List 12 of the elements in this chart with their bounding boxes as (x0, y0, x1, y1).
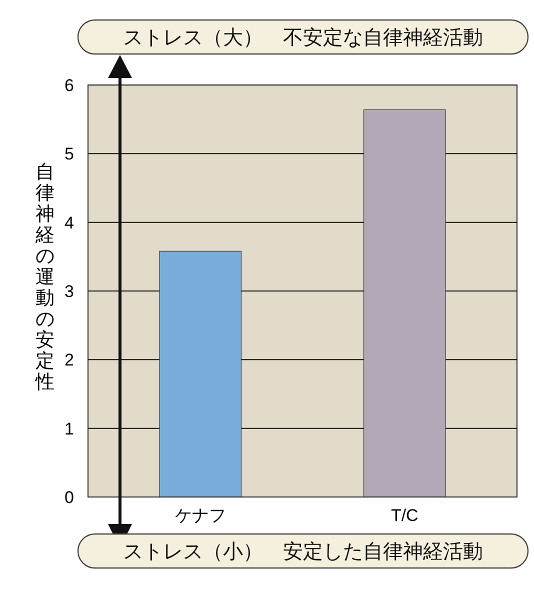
y-tick-label: 0 (64, 488, 74, 507)
text: ストレス（小） 安定した自律神経活動 (123, 541, 483, 563)
y-tick-label: 3 (64, 282, 74, 301)
chart-title: ストレス（大） 不安定な自律神経活動 (123, 27, 483, 49)
x-tick-label: ケナフ (174, 506, 226, 525)
y-tick-label: 2 (64, 350, 74, 370)
y-tick-label: 1 (64, 419, 74, 438)
y-tick-label: 6 (64, 76, 74, 95)
y-tick-label: 4 (64, 213, 74, 232)
y-tick-label: 5 (64, 144, 74, 164)
text: 自律神経の運動の安定性 (36, 162, 54, 393)
x-tick-label: T/C (390, 506, 418, 525)
